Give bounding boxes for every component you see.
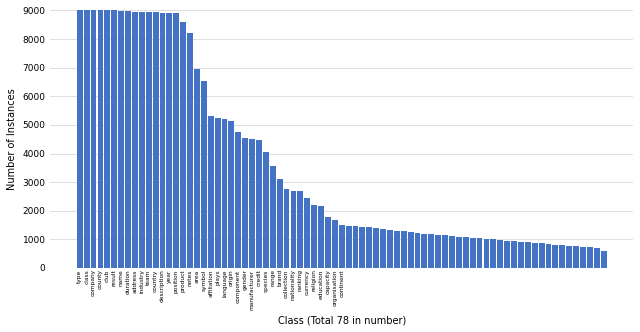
- Bar: [463, 237, 468, 268]
- Bar: [104, 9, 110, 268]
- Bar: [214, 118, 221, 268]
- Bar: [270, 166, 276, 268]
- Bar: [236, 132, 241, 268]
- Bar: [166, 13, 172, 268]
- Bar: [276, 179, 283, 268]
- Bar: [77, 9, 83, 268]
- Bar: [559, 245, 565, 268]
- Bar: [291, 191, 296, 268]
- Bar: [511, 241, 517, 268]
- Bar: [573, 246, 579, 268]
- Bar: [422, 234, 428, 268]
- Y-axis label: Number of Instances: Number of Instances: [7, 88, 17, 190]
- Bar: [139, 12, 145, 268]
- Bar: [187, 33, 193, 268]
- Bar: [339, 225, 344, 268]
- Bar: [484, 239, 490, 268]
- Bar: [587, 247, 593, 268]
- Bar: [408, 232, 413, 268]
- Bar: [497, 240, 503, 268]
- Bar: [387, 230, 393, 268]
- Bar: [539, 243, 545, 268]
- Bar: [394, 231, 400, 268]
- Bar: [243, 138, 248, 268]
- Bar: [566, 246, 572, 268]
- Bar: [332, 220, 338, 268]
- Bar: [304, 198, 310, 268]
- Bar: [118, 11, 124, 268]
- Bar: [401, 231, 406, 268]
- Bar: [325, 217, 331, 268]
- Bar: [125, 11, 131, 268]
- Bar: [84, 9, 90, 268]
- Bar: [208, 116, 214, 268]
- Bar: [346, 226, 351, 268]
- Bar: [111, 10, 117, 268]
- Bar: [456, 236, 462, 268]
- Bar: [490, 239, 496, 268]
- Bar: [256, 139, 262, 268]
- X-axis label: Class (Total 78 in number): Class (Total 78 in number): [278, 315, 406, 325]
- Bar: [228, 121, 234, 268]
- Bar: [470, 238, 476, 268]
- Bar: [153, 12, 159, 268]
- Bar: [360, 227, 365, 268]
- Bar: [552, 245, 558, 268]
- Bar: [318, 207, 324, 268]
- Bar: [373, 228, 379, 268]
- Bar: [442, 235, 448, 268]
- Bar: [159, 13, 165, 268]
- Bar: [298, 191, 303, 268]
- Bar: [366, 227, 372, 268]
- Bar: [180, 22, 186, 268]
- Bar: [97, 9, 104, 268]
- Bar: [504, 240, 510, 268]
- Bar: [435, 235, 441, 268]
- Bar: [353, 226, 358, 268]
- Bar: [580, 247, 586, 268]
- Bar: [594, 248, 600, 268]
- Bar: [201, 81, 207, 268]
- Bar: [91, 9, 97, 268]
- Bar: [415, 233, 420, 268]
- Bar: [449, 236, 455, 268]
- Bar: [380, 229, 386, 268]
- Bar: [249, 139, 255, 268]
- Bar: [194, 69, 200, 268]
- Bar: [601, 251, 607, 268]
- Bar: [428, 234, 435, 268]
- Bar: [532, 243, 538, 268]
- Bar: [545, 244, 552, 268]
- Bar: [284, 189, 289, 268]
- Bar: [311, 205, 317, 268]
- Bar: [173, 13, 179, 268]
- Bar: [132, 12, 138, 268]
- Bar: [518, 242, 524, 268]
- Bar: [221, 119, 227, 268]
- Bar: [263, 152, 269, 268]
- Bar: [525, 242, 531, 268]
- Bar: [146, 12, 152, 268]
- Bar: [477, 238, 483, 268]
